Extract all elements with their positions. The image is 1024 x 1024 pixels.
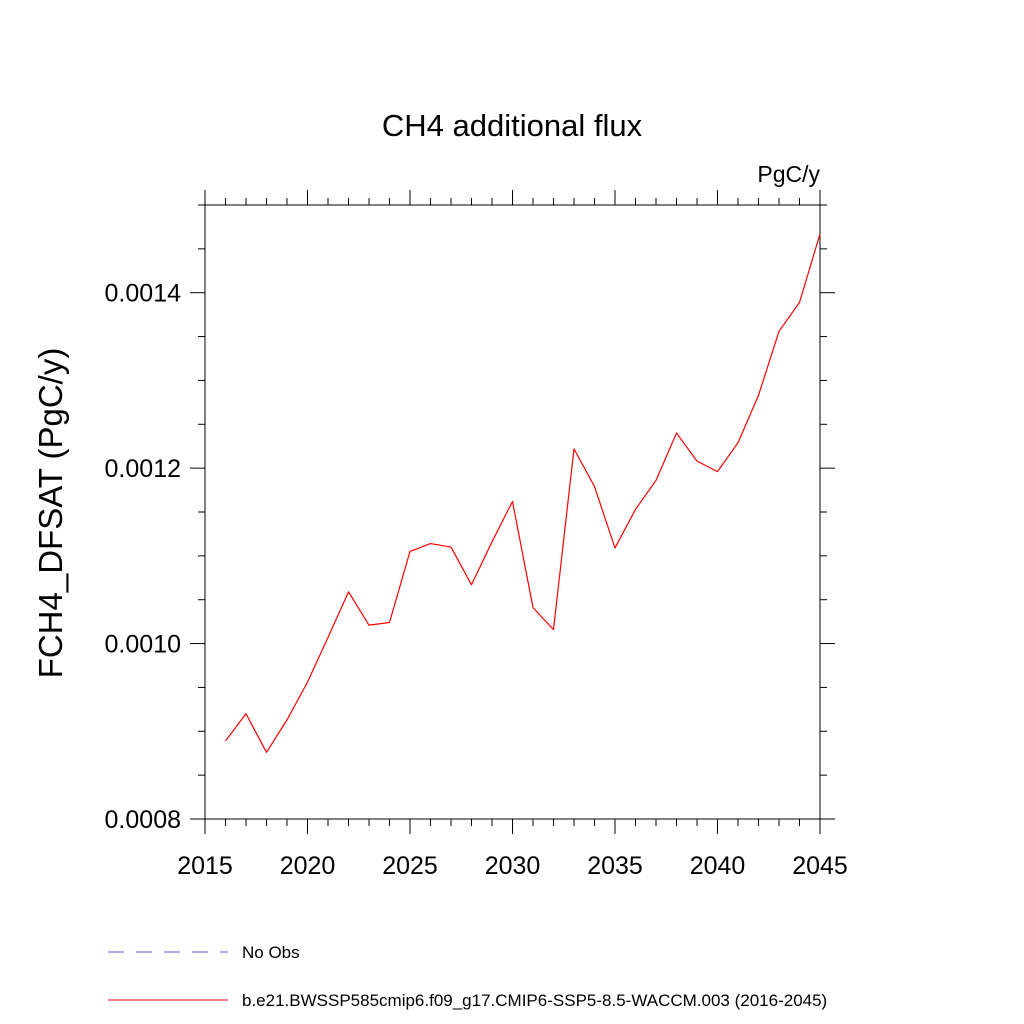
y-tick-label: 0.0014 — [105, 280, 182, 308]
plot-frame — [204, 204, 821, 820]
legend-label-series: b.e21.BWSSP585cmip6.f09_g17.CMIP6-SSP5-8… — [242, 991, 827, 1010]
x-axis-tick-labels: 2015 2020 2025 2030 2035 2040 2045 — [177, 852, 848, 880]
y-tick-label: 0.0012 — [105, 455, 181, 483]
y-axis-label: FCH4_DFSAT (PgC/y) — [32, 348, 69, 679]
x-tick-label: 2030 — [485, 852, 541, 880]
chart-title: CH4 additional flux — [382, 108, 643, 143]
x-tick-label: 2040 — [690, 852, 746, 880]
x-axis-ticks — [204, 190, 821, 834]
x-tick-label: 2025 — [382, 852, 438, 880]
y-tick-label: 0.0010 — [105, 631, 181, 659]
legend-label-no-obs: No Obs — [242, 943, 300, 962]
legend: No Obs b.e21.BWSSP585cmip6.f09_g17.CMIP6… — [108, 943, 827, 1010]
y-axis-tick-labels: 0.0008 0.0010 0.0012 0.0014 — [105, 280, 182, 834]
units-label: PgC/y — [757, 161, 820, 187]
x-tick-label: 2020 — [280, 852, 336, 880]
x-tick-label: 2045 — [792, 852, 848, 880]
x-tick-label: 2015 — [177, 852, 233, 880]
series-layer — [225, 233, 821, 753]
y-axis-ticks — [190, 204, 835, 820]
series-line — [225, 233, 821, 753]
y-tick-label: 0.0008 — [105, 806, 181, 834]
x-tick-label: 2035 — [587, 852, 643, 880]
